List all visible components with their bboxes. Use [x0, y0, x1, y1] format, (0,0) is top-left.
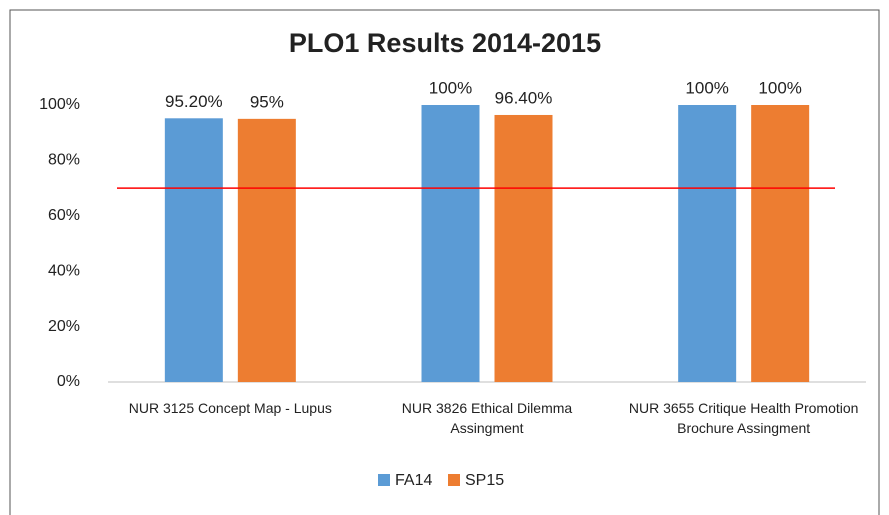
y-tick-label: 0% [57, 373, 80, 390]
y-tick-label: 100% [39, 96, 80, 113]
value-label: 95% [250, 92, 284, 111]
bar [751, 105, 810, 382]
legend-label: SP15 [465, 472, 504, 489]
bar [678, 105, 737, 382]
x-tick-label: NUR 3826 Ethical Dilemma Assingment [401, 400, 573, 436]
value-label: 96.40% [495, 88, 553, 107]
y-tick-label: 20% [48, 318, 80, 335]
legend-swatch [378, 474, 390, 486]
bar [237, 118, 296, 382]
bar [164, 118, 223, 383]
value-label: 100% [429, 78, 472, 97]
y-tick-label: 80% [48, 152, 80, 169]
bar [421, 105, 480, 382]
value-label: 100% [685, 78, 728, 97]
chart-title: PLO1 Results 2014-2015 [289, 28, 601, 58]
x-tick-label: NUR 3125 Concept Map - Lupus [128, 400, 332, 416]
value-label: 95.20% [165, 92, 223, 111]
value-label: 100% [758, 78, 801, 97]
legend-swatch [448, 474, 460, 486]
y-tick-label: 40% [48, 262, 80, 279]
y-tick-label: 60% [48, 207, 80, 224]
x-tick-label: NUR 3655 Critique Health Promotion Broch… [628, 400, 859, 436]
legend-label: FA14 [395, 472, 432, 489]
bar [494, 114, 553, 383]
